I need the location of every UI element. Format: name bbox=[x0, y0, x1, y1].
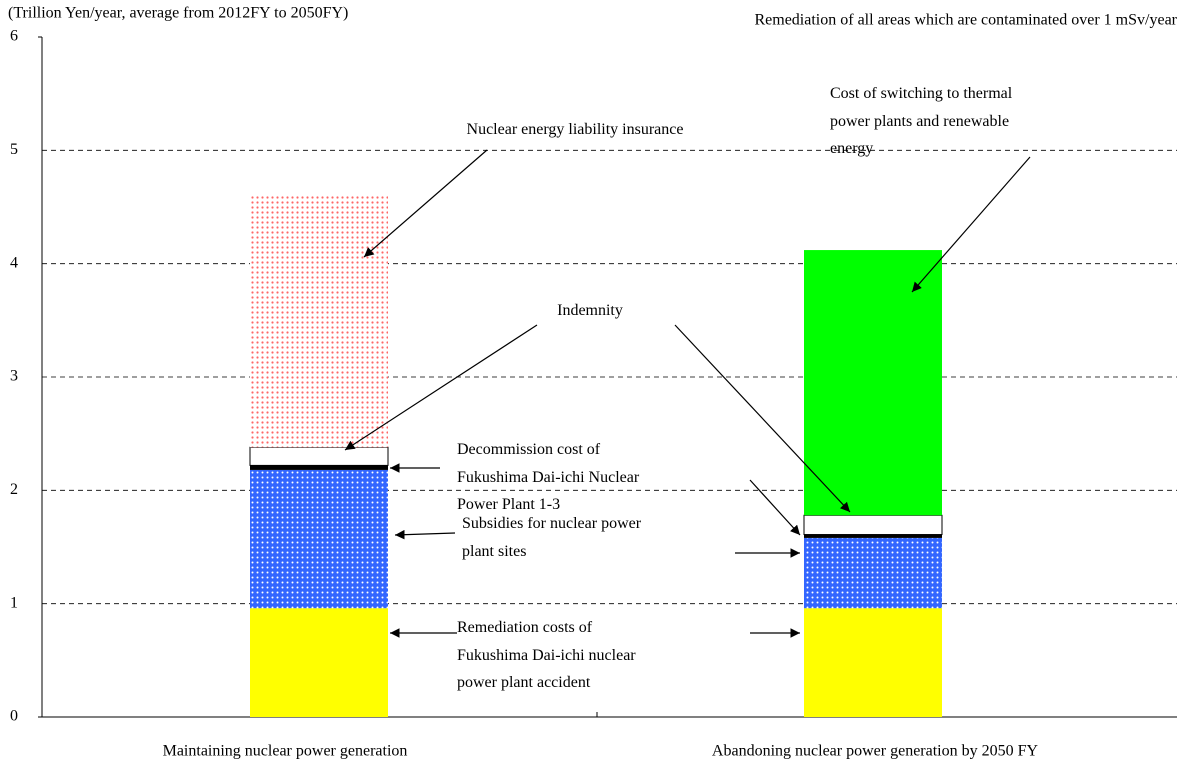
x-tick-label: Abandoning nuclear power generation by 2… bbox=[712, 743, 1039, 760]
y-tick-label: 2 bbox=[10, 481, 18, 498]
y-tick-label: 3 bbox=[10, 368, 18, 385]
annotation-arrow bbox=[674, 324, 851, 513]
bar-segment bbox=[250, 469, 388, 609]
annotation-text: Decommission cost of Fukushima Dai-ichi … bbox=[457, 441, 640, 513]
annotation: Nuclear energy liability insurance bbox=[466, 121, 684, 138]
annotation-arrow bbox=[749, 479, 801, 536]
annotation-text: Indemnity bbox=[557, 302, 623, 319]
bar-segment bbox=[804, 534, 942, 538]
y-tick-label: 4 bbox=[10, 254, 18, 271]
bar-segment bbox=[804, 608, 942, 717]
annotation-text: Subsidies for nuclear power plant sites bbox=[462, 515, 642, 560]
y-axis-label: (Trillion Yen/year, average from 2012FY … bbox=[8, 5, 348, 22]
bar-segment bbox=[250, 195, 388, 448]
y-tick-label: 5 bbox=[10, 141, 18, 158]
annotation-arrow bbox=[363, 149, 488, 258]
y-tick-label: 6 bbox=[10, 28, 18, 45]
annotation: Cost of switching to thermal power plant… bbox=[830, 85, 1013, 157]
bar-segment bbox=[250, 465, 388, 470]
bar-segment bbox=[249, 446, 389, 466]
annotation-arrow bbox=[344, 324, 538, 451]
bar-segment bbox=[804, 250, 942, 516]
annotation: Remediation costs of Fukushima Dai-ichi … bbox=[457, 619, 636, 691]
annotation-text: Nuclear energy liability insurance bbox=[466, 121, 684, 138]
annotation-text: Cost of switching to thermal power plant… bbox=[830, 85, 1013, 157]
bar-segment bbox=[804, 537, 942, 609]
annotation: Indemnity bbox=[557, 302, 623, 319]
annotation-arrow bbox=[911, 156, 1031, 293]
annotation-arrow bbox=[394, 529, 456, 540]
annotation-text: Remediation costs of Fukushima Dai-ichi … bbox=[457, 619, 636, 691]
chart-title: Remediation of all areas which are conta… bbox=[754, 12, 1177, 29]
y-tick-label: 1 bbox=[10, 594, 18, 611]
bar-segment bbox=[803, 514, 943, 536]
bar-segment bbox=[250, 608, 388, 717]
x-tick-label: Maintaining nuclear power generation bbox=[163, 743, 408, 760]
y-tick-label: 0 bbox=[10, 708, 18, 725]
annotation: Subsidies for nuclear power plant sites bbox=[462, 515, 642, 560]
annotation: Decommission cost of Fukushima Dai-ichi … bbox=[457, 441, 640, 513]
